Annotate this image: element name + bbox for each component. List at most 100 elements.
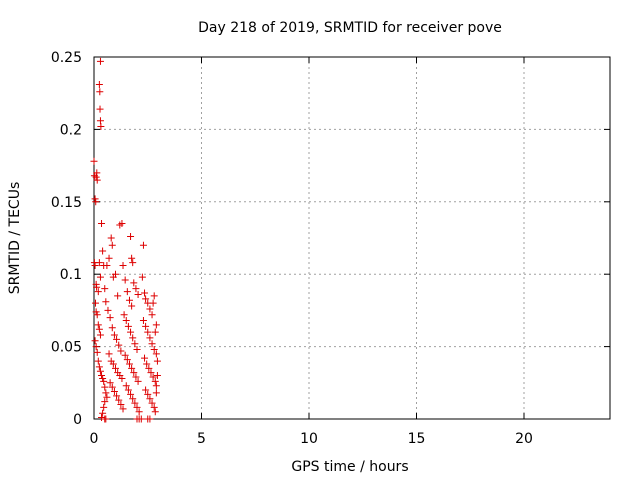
data-point: [131, 340, 139, 348]
data-point: [92, 173, 100, 181]
data-point: [96, 105, 104, 113]
data-point: [117, 401, 125, 409]
data-point: [141, 354, 149, 362]
data-point: [152, 382, 160, 390]
data-point: [118, 374, 126, 382]
data-point: [129, 395, 137, 403]
data-point: [101, 398, 109, 406]
data-point: [115, 341, 123, 349]
data-point: [138, 273, 146, 281]
data-point: [153, 372, 161, 380]
data-point: [122, 382, 130, 390]
y-tick-label: 0.15: [51, 195, 82, 211]
data-point: [103, 393, 111, 401]
data-point: [91, 195, 99, 203]
data-point: [152, 389, 160, 397]
data-point: [100, 377, 108, 385]
data-point: [94, 321, 102, 329]
data-point: [130, 369, 138, 377]
y-tick-label: 0.05: [51, 340, 82, 356]
data-point: [120, 311, 128, 319]
data-point: [108, 383, 116, 391]
data-point: [144, 328, 152, 336]
data-point: [131, 399, 139, 407]
data-point: [116, 221, 124, 229]
x-tick-label: 0: [90, 431, 99, 447]
data-point: [132, 285, 140, 293]
data-point: [96, 57, 104, 65]
data-point: [115, 396, 123, 404]
data-point: [113, 335, 121, 343]
plot-frame: [93, 56, 611, 420]
data-point: [123, 356, 131, 364]
data-point: [108, 324, 116, 332]
data-point: [142, 295, 150, 303]
data-point: [134, 377, 142, 385]
data-point: [92, 343, 100, 351]
data-point: [98, 372, 106, 380]
data-point: [151, 328, 159, 336]
chart-title: Day 218 of 2019, SRMTID for receiver pov…: [198, 20, 502, 36]
data-point: [123, 288, 131, 296]
y-tick-label: 0: [73, 412, 82, 428]
data-point: [125, 296, 133, 304]
data-point: [151, 408, 159, 416]
data-point: [121, 351, 129, 359]
data-point: [106, 314, 114, 322]
data-point: [152, 321, 160, 329]
data-point: [105, 350, 113, 358]
x-tick-label: 5: [197, 431, 206, 447]
data-point: [137, 415, 145, 423]
y-tick-label: 0.2: [60, 122, 82, 138]
data-point: [96, 88, 104, 96]
data-point: [151, 377, 159, 385]
data-point: [99, 374, 107, 382]
data-point: [99, 409, 107, 417]
y-tick-label: 0.25: [51, 50, 82, 66]
grid: [94, 57, 610, 419]
data-point: [92, 308, 100, 316]
data-point: [110, 387, 118, 395]
data-point: [106, 379, 114, 387]
data-point: [129, 259, 137, 267]
data-point: [110, 331, 118, 339]
data-point: [150, 403, 158, 411]
data-point: [133, 403, 141, 411]
data-point: [108, 241, 116, 249]
data-point: [91, 337, 99, 345]
data-point: [98, 220, 106, 228]
data-point: [113, 392, 121, 400]
data-point: [109, 360, 117, 368]
data-point: [133, 345, 141, 353]
data-point: [92, 299, 100, 307]
data-point: [150, 345, 158, 353]
data-points: [90, 57, 161, 423]
data-point: [99, 247, 107, 255]
data-point: [149, 299, 157, 307]
data-point: [98, 414, 106, 422]
data-point: [132, 373, 140, 381]
y-axis-label: SRMTID / TECUs: [7, 182, 23, 295]
data-point: [139, 241, 147, 249]
data-point: [128, 302, 136, 310]
data-point: [93, 348, 101, 356]
data-point: [145, 364, 153, 372]
axis-ticks: 0 5 10 15 20 0 0.05 0.1 0.15 0.2 0.25: [51, 50, 610, 447]
data-point: [102, 415, 110, 423]
data-point: [114, 292, 122, 300]
data-point: [127, 233, 135, 241]
data-point: [130, 279, 138, 287]
data-point: [96, 273, 104, 281]
data-point: [105, 254, 113, 262]
data-point: [153, 357, 161, 365]
data-point: [125, 360, 133, 368]
data-point: [95, 259, 103, 267]
data-point: [117, 347, 125, 355]
data-point: [135, 408, 143, 416]
data-point: [102, 389, 110, 397]
data-point: [127, 328, 135, 336]
data-point: [95, 325, 103, 333]
data-point: [150, 292, 158, 300]
data-point: [141, 289, 149, 297]
